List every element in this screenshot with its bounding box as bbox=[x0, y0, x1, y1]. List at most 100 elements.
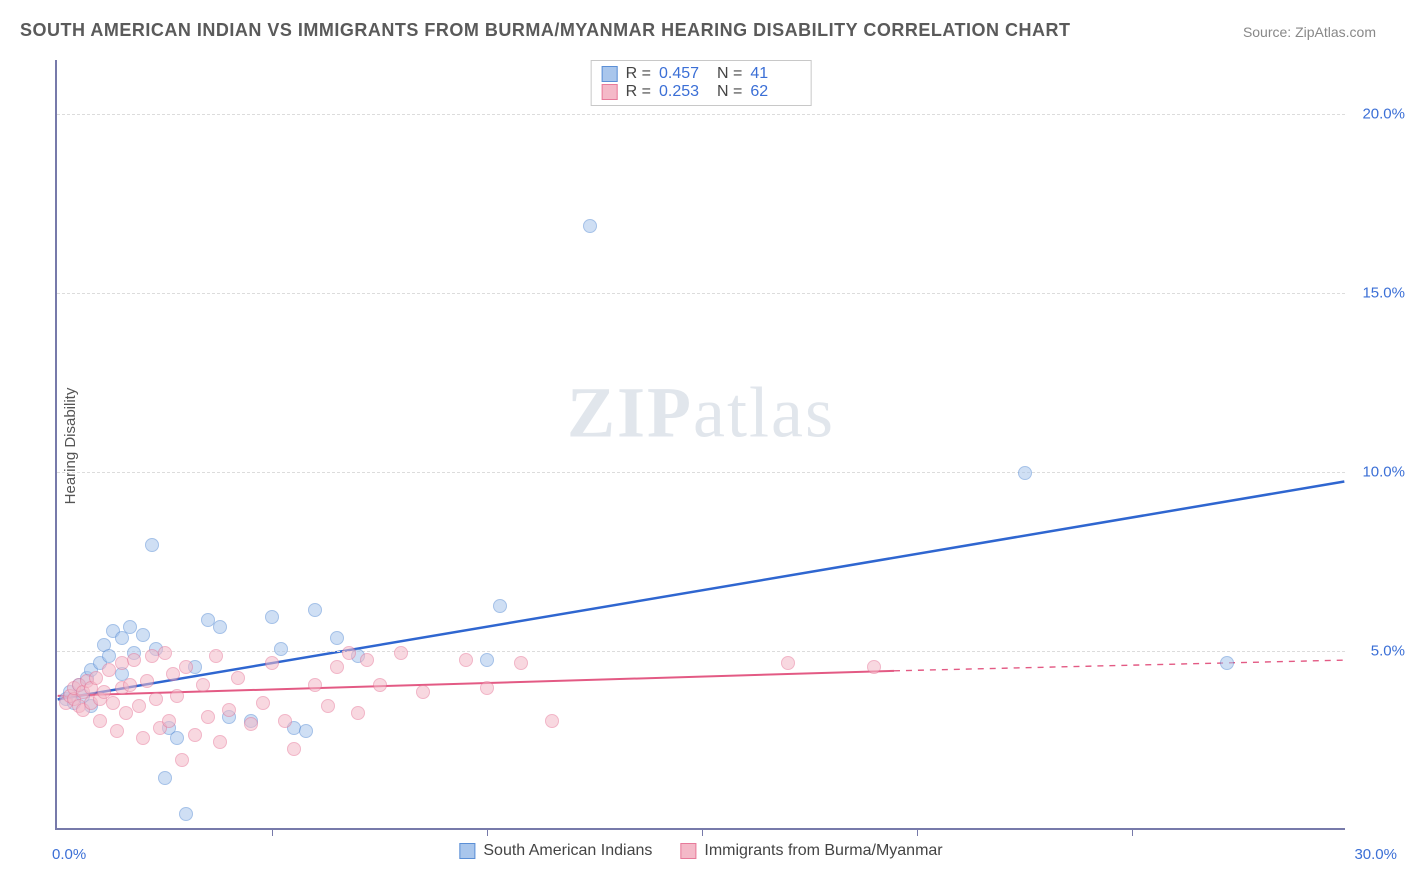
data-point bbox=[158, 646, 172, 660]
y-tick-label: 20.0% bbox=[1362, 105, 1405, 122]
data-point bbox=[170, 689, 184, 703]
data-point bbox=[115, 656, 129, 670]
series-legend: South American Indians Immigrants from Bu… bbox=[459, 842, 942, 860]
y-tick-label: 5.0% bbox=[1371, 642, 1405, 659]
data-point bbox=[123, 678, 137, 692]
legend-n-label: N = bbox=[717, 83, 742, 101]
data-point bbox=[179, 807, 193, 821]
legend-r-value: 0.253 bbox=[659, 83, 709, 101]
data-point bbox=[136, 628, 150, 642]
data-point bbox=[308, 603, 322, 617]
watermark: ZIPatlas bbox=[567, 372, 835, 455]
data-point bbox=[132, 699, 146, 713]
data-point bbox=[213, 735, 227, 749]
legend-label: South American Indians bbox=[483, 842, 652, 860]
data-point bbox=[493, 599, 507, 613]
data-point bbox=[166, 667, 180, 681]
data-point bbox=[106, 696, 120, 710]
x-tick bbox=[702, 828, 703, 836]
data-point bbox=[89, 671, 103, 685]
data-point bbox=[274, 642, 288, 656]
legend-swatch bbox=[680, 843, 696, 859]
data-point bbox=[545, 714, 559, 728]
data-point bbox=[140, 674, 154, 688]
data-point bbox=[342, 646, 356, 660]
y-tick-label: 15.0% bbox=[1362, 284, 1405, 301]
data-point bbox=[321, 699, 335, 713]
data-point bbox=[360, 653, 374, 667]
data-point bbox=[127, 653, 141, 667]
data-point bbox=[394, 646, 408, 660]
data-point bbox=[170, 731, 184, 745]
plot-area: ZIPatlas R = 0.457 N = 41R = 0.253 N = 6… bbox=[55, 60, 1345, 830]
data-point bbox=[308, 678, 322, 692]
data-point bbox=[330, 631, 344, 645]
legend-label: Immigrants from Burma/Myanmar bbox=[704, 842, 942, 860]
data-point bbox=[256, 696, 270, 710]
trend-line bbox=[58, 482, 1345, 700]
data-point bbox=[145, 538, 159, 552]
data-point bbox=[136, 731, 150, 745]
data-point bbox=[459, 653, 473, 667]
gridline bbox=[57, 472, 1345, 473]
data-point bbox=[145, 649, 159, 663]
data-point bbox=[1018, 466, 1032, 480]
data-point bbox=[149, 692, 163, 706]
x-tick-label: 0.0% bbox=[52, 846, 86, 863]
data-point bbox=[201, 710, 215, 724]
data-point bbox=[583, 219, 597, 233]
data-point bbox=[278, 714, 292, 728]
data-point bbox=[179, 660, 193, 674]
y-tick-label: 10.0% bbox=[1362, 463, 1405, 480]
data-point bbox=[175, 753, 189, 767]
x-tick bbox=[917, 828, 918, 836]
data-point bbox=[867, 660, 881, 674]
x-tick bbox=[272, 828, 273, 836]
gridline bbox=[57, 114, 1345, 115]
legend-swatch bbox=[459, 843, 475, 859]
x-tick bbox=[1132, 828, 1133, 836]
source-attribution: Source: ZipAtlas.com bbox=[1243, 24, 1376, 40]
legend-n-value: 62 bbox=[750, 83, 800, 101]
data-point bbox=[188, 728, 202, 742]
data-point bbox=[222, 703, 236, 717]
gridline bbox=[57, 293, 1345, 294]
legend-item: Immigrants from Burma/Myanmar bbox=[680, 842, 942, 860]
data-point bbox=[480, 653, 494, 667]
data-point bbox=[158, 771, 172, 785]
data-point bbox=[287, 742, 301, 756]
data-point bbox=[480, 681, 494, 695]
chart-title: SOUTH AMERICAN INDIAN VS IMMIGRANTS FROM… bbox=[20, 20, 1071, 41]
legend-row: R = 0.253 N = 62 bbox=[602, 83, 801, 101]
legend-row: R = 0.457 N = 41 bbox=[602, 65, 801, 83]
x-tick-label: 30.0% bbox=[1354, 846, 1397, 863]
data-point bbox=[373, 678, 387, 692]
data-point bbox=[162, 714, 176, 728]
legend-r-value: 0.457 bbox=[659, 65, 709, 83]
data-point bbox=[209, 649, 223, 663]
x-tick bbox=[487, 828, 488, 836]
data-point bbox=[102, 663, 116, 677]
data-point bbox=[781, 656, 795, 670]
legend-item: South American Indians bbox=[459, 842, 652, 860]
data-point bbox=[119, 706, 133, 720]
correlation-legend: R = 0.457 N = 41R = 0.253 N = 62 bbox=[591, 60, 812, 106]
watermark-rest: atlas bbox=[693, 373, 835, 453]
data-point bbox=[102, 649, 116, 663]
data-point bbox=[416, 685, 430, 699]
data-point bbox=[201, 613, 215, 627]
data-point bbox=[265, 656, 279, 670]
legend-n-value: 41 bbox=[750, 65, 800, 83]
data-point bbox=[110, 724, 124, 738]
data-point bbox=[123, 620, 137, 634]
gridline bbox=[57, 651, 1345, 652]
legend-r-label: R = bbox=[626, 83, 651, 101]
legend-swatch bbox=[602, 84, 618, 100]
data-point bbox=[231, 671, 245, 685]
data-point bbox=[351, 706, 365, 720]
data-point bbox=[299, 724, 313, 738]
watermark-bold: ZIP bbox=[567, 373, 693, 453]
data-point bbox=[213, 620, 227, 634]
data-point bbox=[514, 656, 528, 670]
data-point bbox=[265, 610, 279, 624]
